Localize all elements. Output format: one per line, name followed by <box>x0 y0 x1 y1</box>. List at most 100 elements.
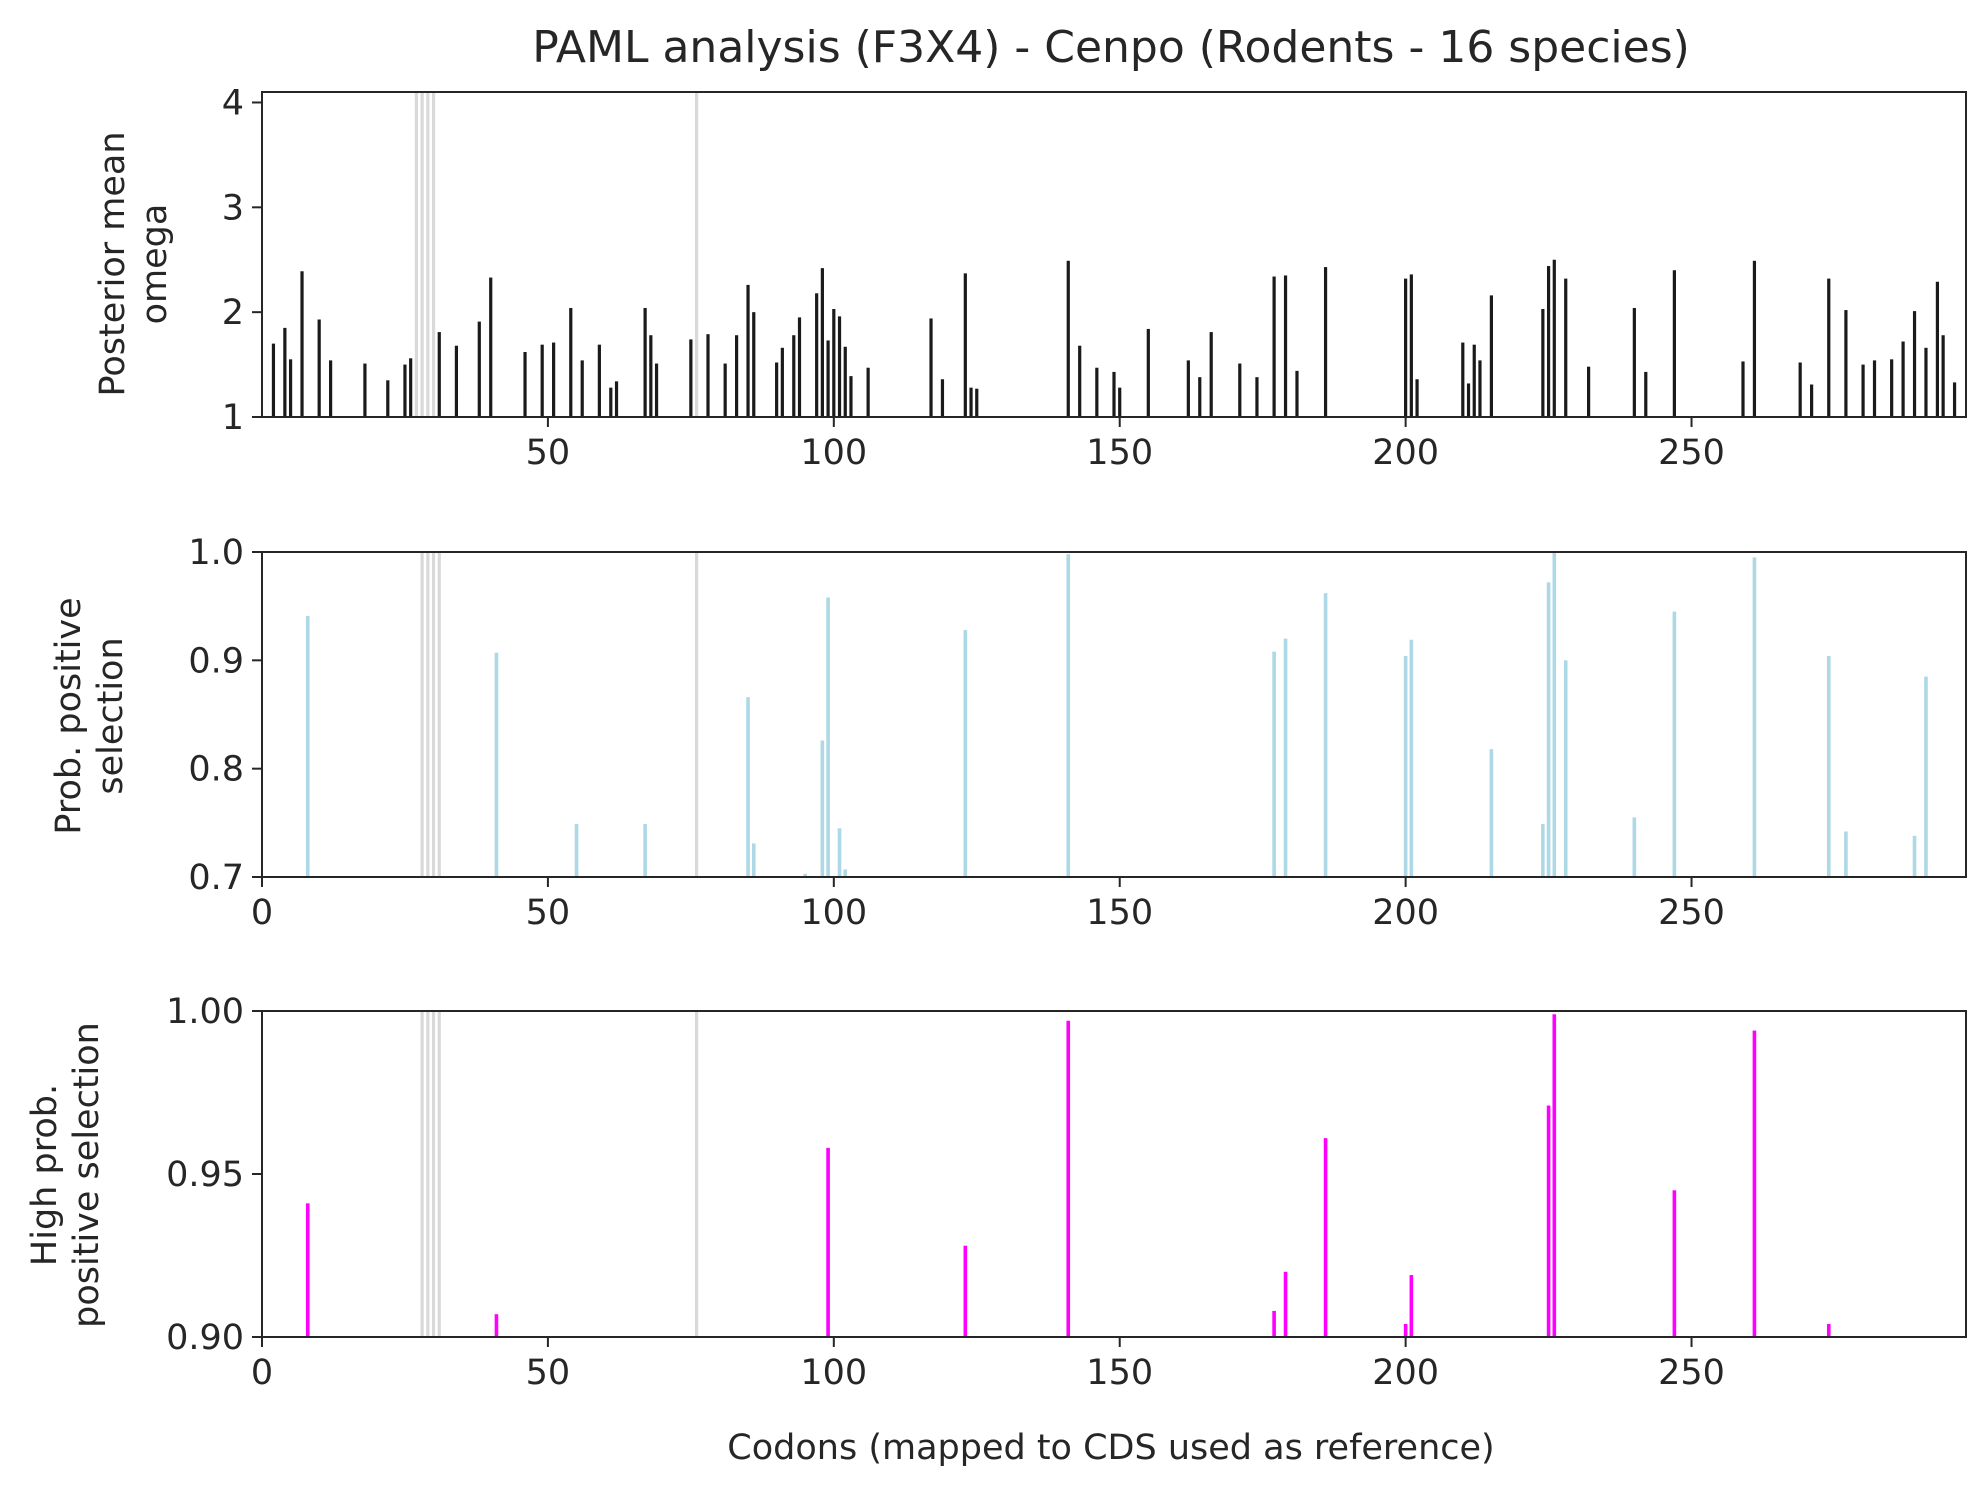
y-axis-label-line-1: Posterior mean <box>93 131 133 396</box>
bar <box>1283 275 1288 417</box>
bar <box>271 343 276 417</box>
bar <box>1901 341 1905 417</box>
bar <box>1752 1030 1757 1337</box>
bar <box>775 362 779 417</box>
bar <box>689 339 693 417</box>
bar <box>1552 553 1557 877</box>
gap-marker <box>431 552 436 877</box>
y-tick-label: 2 <box>222 293 244 333</box>
bar <box>1409 274 1413 417</box>
y-tick-label: 1 <box>222 398 244 438</box>
y-tick-label: 0.7 <box>188 858 244 898</box>
bar <box>1546 582 1551 877</box>
bar <box>1404 278 1408 417</box>
bar <box>1209 332 1213 417</box>
bar <box>614 381 619 417</box>
bar <box>1912 311 1917 417</box>
bar <box>1541 823 1545 877</box>
bar <box>386 380 390 417</box>
bar <box>1872 360 1877 417</box>
x-tick-label: 0 <box>251 1353 273 1393</box>
gap-marker <box>694 1011 699 1337</box>
gap-marker <box>426 552 430 877</box>
tick-group: 50 100 150 200 250 1 2 3 4 <box>222 83 1967 473</box>
bar <box>1198 377 1202 417</box>
bar <box>832 309 836 417</box>
x-axis-label: Codons (mapped to CDS used as reference) <box>727 1428 1494 1468</box>
x-tick-label: 250 <box>1658 1353 1725 1393</box>
bar <box>1238 363 1242 417</box>
bar <box>317 319 321 417</box>
y-tick-label: 0.95 <box>166 1155 244 1195</box>
gap-region-group <box>420 1011 699 1337</box>
bar <box>1924 347 1928 417</box>
bar <box>597 344 601 417</box>
x-tick-label: 250 <box>1658 893 1725 933</box>
gap-marker <box>426 1011 430 1337</box>
bar <box>1295 370 1299 417</box>
bar <box>1632 307 1636 417</box>
axes-frame <box>261 91 1967 418</box>
x-tick-label: 200 <box>1372 1353 1439 1393</box>
x-tick-label: 100 <box>800 1353 867 1393</box>
bar <box>940 379 945 417</box>
y-axis-label-line-1: High prob. <box>25 1084 65 1266</box>
bar <box>1409 1275 1414 1337</box>
bar <box>1466 383 1471 417</box>
x-tick-label: 150 <box>1086 1353 1153 1393</box>
y-axis-label-line-2: positive selection <box>67 1022 107 1328</box>
y-tick-label: 0.9 <box>188 641 244 681</box>
tick-group: 0 50 100 150 200 250 0.7 0.8 0.9 1.0 <box>188 533 1967 933</box>
y-tick-label: 3 <box>222 188 244 228</box>
bar <box>1952 382 1957 417</box>
bar <box>792 335 796 417</box>
bar <box>552 342 556 417</box>
bar <box>1472 344 1476 417</box>
bar <box>643 823 647 877</box>
bar <box>1935 281 1940 417</box>
bar <box>1323 593 1328 877</box>
bar <box>1798 362 1802 417</box>
bar <box>1095 367 1099 417</box>
bar <box>1741 361 1745 417</box>
y-tick-label: 0.90 <box>166 1318 244 1358</box>
x-tick-label: 250 <box>1658 433 1725 473</box>
x-tick-label: 50 <box>526 433 571 473</box>
bar <box>1552 1014 1557 1337</box>
bar <box>523 352 527 417</box>
bar <box>1644 371 1648 417</box>
bar <box>1409 639 1414 877</box>
bar-series-omega <box>271 259 1957 417</box>
bar <box>1861 364 1865 417</box>
bar <box>849 376 853 417</box>
bar <box>735 335 739 417</box>
bar <box>300 271 304 417</box>
bar <box>1546 1105 1551 1337</box>
bar <box>1587 366 1591 417</box>
bar <box>1118 387 1122 417</box>
y-tick-label: 1.0 <box>188 533 244 573</box>
bar <box>1403 1323 1408 1337</box>
bar <box>1672 611 1677 877</box>
y-axis-label-line-2: omega <box>135 204 175 325</box>
bar <box>477 321 481 417</box>
bar <box>305 1203 310 1337</box>
bar <box>1323 267 1328 417</box>
bar <box>1283 638 1288 877</box>
y-axis-label-line-2: selection <box>91 637 131 794</box>
gap-marker <box>694 92 699 417</box>
bar <box>1186 360 1190 417</box>
bar <box>1255 377 1259 417</box>
bar <box>1826 1323 1831 1337</box>
bar <box>1415 379 1419 417</box>
gap-marker <box>420 1011 424 1337</box>
bar <box>1752 557 1757 877</box>
bar <box>751 843 756 877</box>
bar <box>1272 1310 1276 1337</box>
bar <box>1066 260 1070 417</box>
bar <box>723 363 727 417</box>
y-axis-label-line-1: Prob. positive <box>49 597 89 834</box>
bar <box>1112 371 1116 417</box>
bar <box>1403 656 1408 877</box>
bar <box>837 828 842 877</box>
